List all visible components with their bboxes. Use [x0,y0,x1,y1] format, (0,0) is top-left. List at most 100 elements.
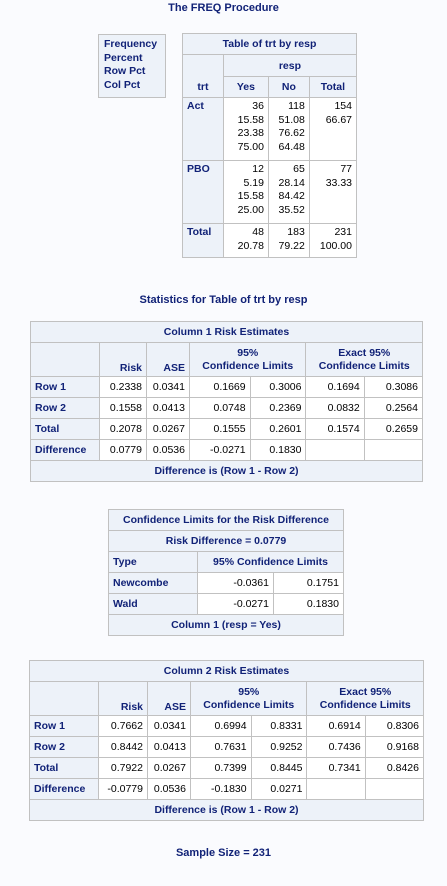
page-title: The FREQ Procedure [168,2,279,14]
table-cell: 0.0413 [147,736,191,758]
crosstab-corner [182,54,224,77]
legend-col-pct: Col Pct [104,78,141,91]
cl-table-title: Confidence Limits for the Risk Differenc… [108,509,344,531]
table-cell: 0.9168 [364,736,425,758]
row-header: Row 1 [29,715,99,737]
table-row: Row 2 0.1558 0.0413 0.0748 0.2369 0.0832… [30,397,424,419]
cl-table-footer: Column 1 (resp = Yes) [108,614,344,636]
table-cell: 0.1830 [272,593,345,615]
column-1-risk-table: Column 1 Risk Estimates Risk ASE 95% Con… [30,321,424,482]
row-header: Total [29,757,99,779]
column-2-risk-table: Column 2 Risk Estimates Risk ASE 95% Con… [29,660,425,821]
table-row: Difference -0.0779 0.0536 -0.1830 0.0271 [29,778,425,800]
risk-table-title: Column 2 Risk Estimates [29,660,424,682]
table-cell: 0.2369 [249,397,307,419]
table-cell: 0.2338 [99,376,147,398]
cl-col-header: 95% Confidence Limits [188,342,307,377]
table-cell: 0.1555 [189,418,251,440]
table-cell: 231 100.00 [308,223,358,258]
table-cell: 0.8442 [98,736,148,758]
table-row: PBO 12 5.19 15.58 25.00 65 28.14 84.42 3… [182,160,358,224]
ase-col-header: ASE [146,342,190,377]
table-row: Total 48 20.78 183 79.22 231 100.00 [182,223,358,258]
table-cell: 0.0341 [146,376,190,398]
cl-col-header: 95% Confidence Limits [197,551,344,573]
row-header: Row 2 [30,397,100,419]
table-cell: 0.7399 [190,757,252,779]
table-row: Wald -0.0271 0.1830 [108,593,345,615]
row-header: Difference [30,439,100,461]
table-cell: 0.8331 [250,715,308,737]
risk-col-header: Risk [98,681,148,716]
legend-frequency: Frequency [104,38,158,50]
table-row: Row 2 0.8442 0.0413 0.7631 0.9252 0.7436… [29,736,425,758]
table-cell: 0.0267 [147,757,191,779]
table-cell: 0.2564 [363,397,424,419]
table-cell: 77 33.33 [308,160,358,224]
row-header: Row 2 [29,736,99,758]
crosstab-col-var: resp [222,54,358,77]
table-cell: 0.0779 [99,439,147,461]
ase-col-header: ASE [147,681,191,716]
cell-contents-legend: Frequency Percent Row Pct Col Pct [98,34,166,98]
sample-size: Sample Size = 231 [175,847,272,859]
table-cell: 0.0271 [250,778,308,800]
table-cell: 0.3006 [249,376,307,398]
table-cell: -0.0779 [98,778,148,800]
table-cell: 0.1574 [305,418,365,440]
table-cell: 154 66.67 [308,97,358,161]
table-row: Row 1 0.2338 0.0341 0.1669 0.3006 0.1694… [30,376,424,398]
table-row: Row 1 0.7662 0.0341 0.6994 0.8331 0.6914… [29,715,425,737]
row-header: Total [30,418,100,440]
table-cell: 0.1694 [305,376,365,398]
risk-table-footer: Difference is (Row 1 - Row 2) [30,460,423,482]
cl-table-subtitle: Risk Difference = 0.0779 [108,530,344,552]
row-header: Act [182,97,224,161]
table-cell: 0.7436 [306,736,366,758]
risk-table-footer: Difference is (Row 1 - Row 2) [29,799,424,821]
risk-difference-cl-table: Confidence Limits for the Risk Differenc… [108,509,345,636]
table-cell: 0.0536 [147,778,191,800]
table-cell: 183 79.22 [267,223,310,258]
risk-corner [30,342,100,377]
row-header: Newcombe [108,572,198,594]
table-cell [305,439,365,461]
crosstab-col-total: Total [308,76,358,98]
row-header: Wald [108,593,198,615]
crosstab-table: Table of trt by resp resp trt Yes No Tot… [182,33,358,258]
crosstab-title: Table of trt by resp [182,33,357,55]
type-col-header: Type [108,551,198,573]
exact-cl-col-header: Exact 95% Confidence Limits [306,681,424,716]
crosstab-col-no: No [267,76,310,98]
table-cell: 0.0267 [146,418,190,440]
row-header: Row 1 [30,376,100,398]
table-cell: 0.1830 [249,439,307,461]
risk-table-title: Column 1 Risk Estimates [30,321,423,343]
table-cell: -0.0361 [197,572,274,594]
risk-col-header: Risk [99,342,147,377]
table-cell [364,778,425,800]
table-row: Newcombe -0.0361 0.1751 [108,572,345,594]
table-cell: 0.8426 [364,757,425,779]
table-cell: 0.0748 [189,397,251,419]
table-cell: 0.6994 [190,715,252,737]
table-cell: 12 5.19 15.58 25.00 [222,160,269,224]
table-cell: 0.2659 [363,418,424,440]
table-cell: 0.1751 [272,572,345,594]
table-cell: 36 15.58 23.38 75.00 [222,97,269,161]
stats-title: Statistics for Table of trt by resp [139,294,308,306]
row-header: PBO [182,160,224,224]
table-cell: 65 28.14 84.42 35.52 [267,160,310,224]
table-cell: 0.7341 [306,757,366,779]
risk-corner [29,681,99,716]
table-cell: 0.1669 [189,376,251,398]
table-cell: 0.0536 [146,439,190,461]
table-cell: 0.8445 [250,757,308,779]
table-cell: 0.7631 [190,736,252,758]
table-row: Total 0.7922 0.0267 0.7399 0.8445 0.7341… [29,757,425,779]
table-cell: -0.0271 [189,439,251,461]
table-cell: 0.0341 [147,715,191,737]
table-cell: 0.3086 [363,376,424,398]
table-cell: 0.0413 [146,397,190,419]
table-row: Total 0.2078 0.0267 0.1555 0.2601 0.1574… [30,418,424,440]
